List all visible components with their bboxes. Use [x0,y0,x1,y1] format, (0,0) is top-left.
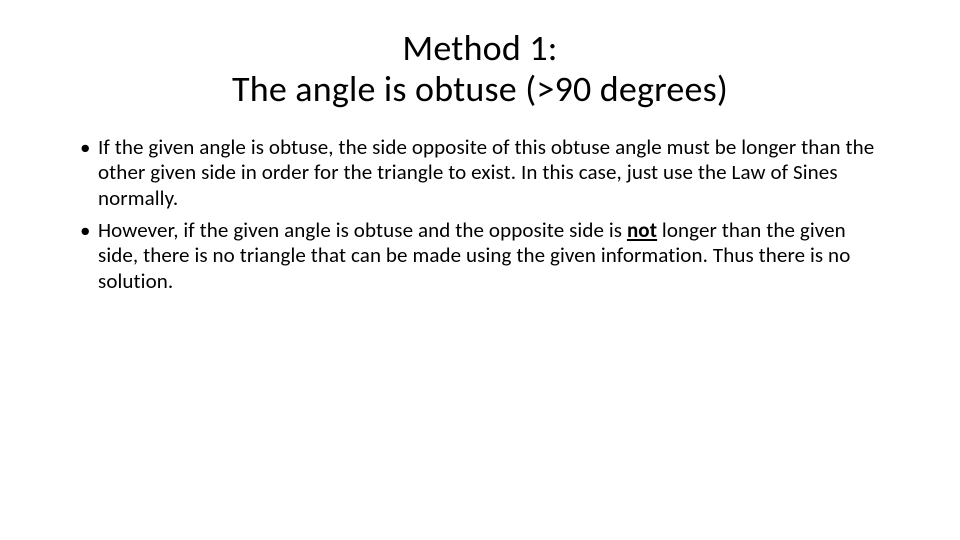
title-line-1: Method 1: [80,28,880,69]
slide-title: Method 1: The angle is obtuse (>90 degre… [80,28,880,111]
bullet-item: • If the given angle is obtuse, the side… [80,135,880,212]
bullet-marker-icon: • [80,218,98,244]
bullet-marker-icon: • [80,135,98,161]
slide: Method 1: The angle is obtuse (>90 degre… [0,0,960,540]
slide-body: • If the given angle is obtuse, the side… [80,135,880,295]
bullet-text: However, if the given angle is obtuse an… [98,218,880,295]
bullet-text: If the given angle is obtuse, the side o… [98,135,880,212]
bullet-text-emph: not [627,217,657,243]
bullet-item: • However, if the given angle is obtuse … [80,218,880,295]
bullet-text-before: However, if the given angle is obtuse an… [98,217,627,243]
title-line-2: The angle is obtuse (>90 degrees) [80,69,880,110]
